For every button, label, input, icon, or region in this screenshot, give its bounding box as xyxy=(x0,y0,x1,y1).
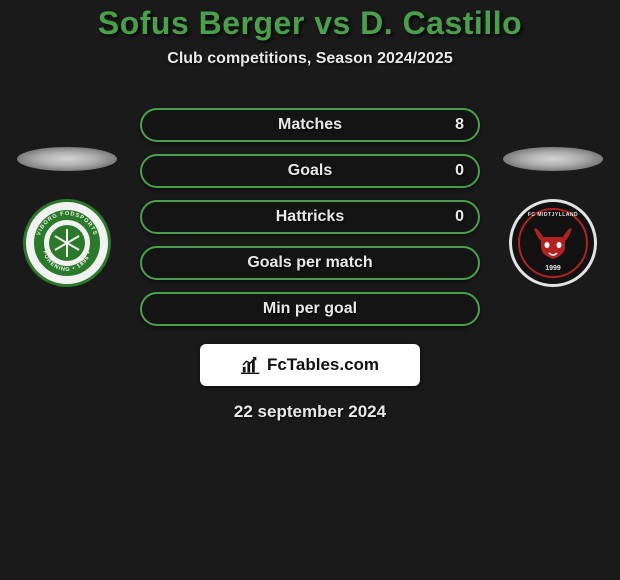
team-crest-left: VIBORG FODSPORTS FORENING • 1896 • xyxy=(23,199,111,287)
snapshot-date: 22 september 2024 xyxy=(234,402,386,422)
player-shadow-right xyxy=(503,147,603,171)
player-shadow-left xyxy=(17,147,117,171)
team-crest-right: FC MIDTJYLLAND 1999 xyxy=(509,199,597,287)
bull-head-icon xyxy=(531,225,575,261)
crest-pinwheel-icon xyxy=(49,225,85,261)
stat-row-goals: Goals 0 xyxy=(140,154,480,188)
stat-label: Matches xyxy=(142,116,478,134)
bar-chart-icon xyxy=(241,354,263,376)
stat-label: Goals xyxy=(142,162,478,180)
stat-label: Hattricks xyxy=(142,208,478,226)
season-subtitle: Club competitions, Season 2024/2025 xyxy=(167,50,452,68)
comparison-row: VIBORG FODSPORTS FORENING • 1896 • Match… xyxy=(0,108,620,326)
page-title: Sofus Berger vs D. Castillo xyxy=(98,5,522,42)
left-player-col: VIBORG FODSPORTS FORENING • 1896 • xyxy=(12,147,122,287)
right-player-col: FC MIDTJYLLAND 1999 xyxy=(498,147,608,287)
stat-row-matches: Matches 8 xyxy=(140,108,480,142)
stats-column: Matches 8 Goals 0 Hattricks 0 Goals per … xyxy=(140,108,480,326)
stat-row-min-per-goal: Min per goal xyxy=(140,292,480,326)
crest-top-text: FC MIDTJYLLAND xyxy=(528,212,578,218)
stat-row-goals-per-match: Goals per match xyxy=(140,246,480,280)
branding-text: FcTables.com xyxy=(267,355,379,375)
stat-row-hattricks: Hattricks 0 xyxy=(140,200,480,234)
stat-label: Goals per match xyxy=(142,254,478,272)
branding-box: FcTables.com xyxy=(200,344,420,386)
stat-label: Min per goal xyxy=(142,300,478,318)
crest-year: 1999 xyxy=(545,265,561,272)
